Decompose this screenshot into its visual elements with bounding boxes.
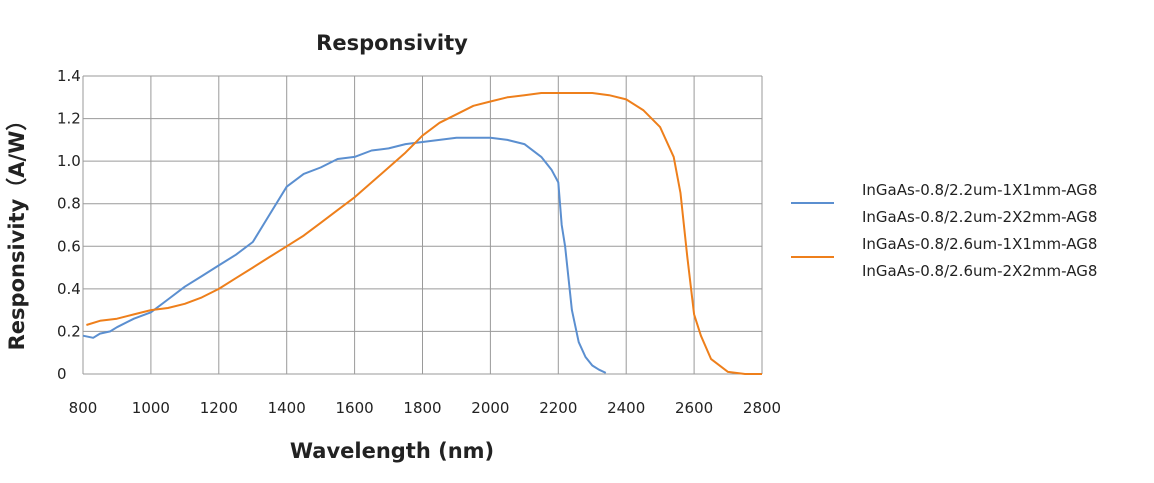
y-tick-label: 0.6 — [57, 237, 81, 255]
legend: InGaAs-0.8/2.2um-1X1mm-AG8 InGaAs-0.8/2.2… — [791, 181, 1097, 280]
y-axis-label: Responsivity（A/W） — [5, 110, 29, 351]
series-line-1 — [82, 136, 607, 374]
chart-title: Responsivity — [316, 31, 468, 55]
x-tick-label: 2200 — [539, 399, 577, 417]
x-tick-label: 1000 — [132, 399, 170, 417]
x-tick-label: 1800 — [403, 399, 441, 417]
y-tick-labels: 0 0.2 0.4 0.6 0.8 1.0 1.2 1.4 — [57, 67, 81, 383]
x-axis-label: Wavelength (nm) — [290, 439, 494, 463]
legend-label: InGaAs-0.8/2.2um-1X1mm-AG8 — [862, 181, 1097, 199]
x-tick-label: 800 — [69, 399, 98, 417]
legend-label: InGaAs-0.8/2.6um-2X2mm-AG8 — [862, 262, 1097, 280]
legend-label: InGaAs-0.8/2.2um-2X2mm-AG8 — [862, 208, 1097, 226]
legend-label: InGaAs-0.8/2.6um-1X1mm-AG8 — [862, 235, 1097, 253]
x-tick-label: 1200 — [200, 399, 238, 417]
y-tick-label: 1.2 — [57, 110, 81, 128]
x-tick-label: 1600 — [336, 399, 374, 417]
x-tick-label: 2400 — [607, 399, 645, 417]
x-tick-label: 1400 — [268, 399, 306, 417]
x-tick-label: 2600 — [675, 399, 713, 417]
x-tick-labels: 800 1000 1200 1400 1600 1800 2000 2200 2400 2600 2… — [69, 399, 781, 417]
x-tick-label: 2000 — [471, 399, 509, 417]
y-tick-label: 0.4 — [57, 280, 81, 298]
series-lines — [82, 92, 762, 375]
y-tick-label: 0.8 — [57, 195, 81, 213]
y-tick-label: 1.0 — [57, 152, 81, 170]
series-line-2 — [86, 92, 762, 375]
y-tick-label: 1.4 — [57, 67, 81, 85]
grid — [82, 75, 763, 375]
y-tick-label: 0 — [57, 365, 67, 383]
x-tick-label: 2800 — [743, 399, 781, 417]
y-tick-label: 0.2 — [57, 322, 81, 340]
